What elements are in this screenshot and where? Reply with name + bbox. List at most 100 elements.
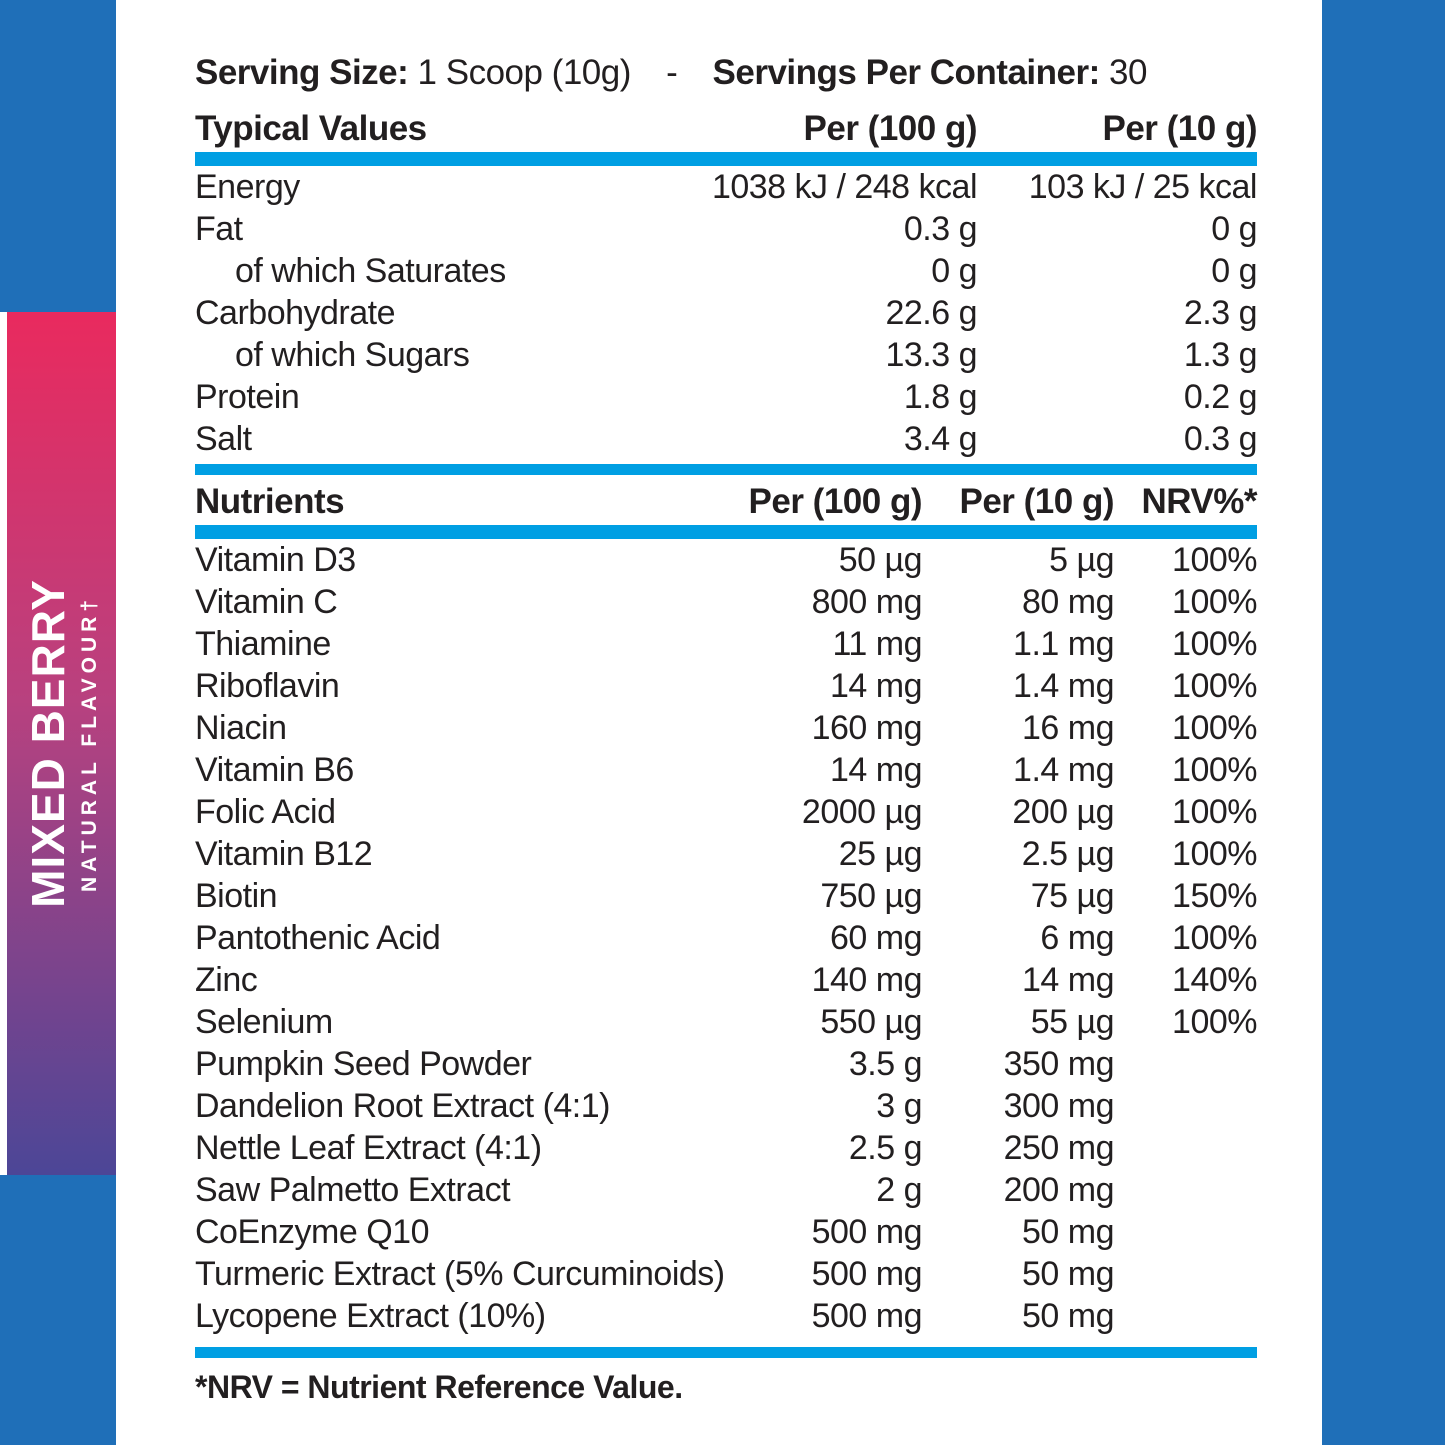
row-label: Vitamin D3 (195, 541, 356, 579)
nutrition-panel: Serving Size: 1 Scoop (10g) - Servings P… (195, 0, 1258, 1408)
row-label: Thiamine (195, 625, 331, 663)
row-per100: 13.3 g (885, 336, 977, 374)
typical-values-header: Typical Values Per (100 g) Per (10 g) (195, 108, 1258, 150)
row-label: Lycopene Extract (10%) (195, 1297, 546, 1335)
row-per10: 300 mg (1003, 1087, 1115, 1125)
row-label: Pumpkin Seed Powder (195, 1045, 532, 1083)
typical-values-title: Typical Values (195, 109, 427, 148)
serving-info-line: Serving Size: 1 Scoop (10g) - Servings P… (195, 52, 1257, 94)
row-per100: 14 mg (830, 751, 923, 789)
nutrient-row: Selenium 550 µg 55 µg 100% (195, 1001, 1258, 1043)
row-per100: 500 mg (811, 1255, 923, 1293)
row-label: Vitamin C (195, 583, 338, 621)
typical-values-row: of which Sugars 13.3 g 1.3 g (195, 334, 1258, 376)
row-label: Protein (195, 378, 300, 416)
row-per10: 0 g (1211, 252, 1257, 290)
row-per100: 500 mg (811, 1297, 923, 1335)
row-nrv: 140% (1172, 961, 1257, 999)
typical-values-row: of which Saturates 0 g 0 g (195, 250, 1258, 292)
row-per10: 6 mg (1040, 919, 1114, 957)
row-per100: 0.3 g (903, 210, 978, 248)
row-per10: 200 µg (1012, 793, 1114, 831)
row-nrv (1114, 1127, 1257, 1169)
divider-bar (195, 464, 1257, 475)
row-per10: 0.2 g (1183, 378, 1258, 416)
row-per10: 2.5 µg (1021, 835, 1115, 873)
row-label: of which Saturates (235, 252, 506, 290)
nutrient-row: Vitamin B12 25 µg 2.5 µg 100% (195, 833, 1258, 875)
row-per10: 50 mg (1022, 1213, 1115, 1251)
row-nrv: 100% (1172, 835, 1257, 873)
row-per10: 50 mg (1022, 1297, 1115, 1335)
serving-size-value: 1 Scoop (10g) (417, 53, 632, 92)
row-nrv (1114, 1253, 1257, 1295)
row-label: Niacin (195, 709, 287, 747)
nutrient-row: Niacin 160 mg 16 mg 100% (195, 707, 1258, 749)
row-per10: 80 mg (1022, 583, 1115, 621)
row-per100: 1.8 g (903, 378, 978, 416)
nutrient-row: Pumpkin Seed Powder 3.5 g 350 mg (195, 1043, 1257, 1085)
row-per100: 50 µg (838, 541, 923, 579)
row-nrv (1114, 1085, 1257, 1127)
row-per100: 11 mg (832, 625, 923, 663)
row-nrv: 150% (1172, 877, 1257, 915)
nutrients-rows: Vitamin D3 50 µg 5 µg 100% Vitamin C 800 mg 80… (195, 539, 1258, 1337)
row-nrv: 100% (1172, 1003, 1257, 1041)
row-label: Folic Acid (195, 793, 336, 831)
row-nrv: 100% (1172, 919, 1257, 957)
flavour-banner: MIXED BERRY NATURAL FLAVOUR† (7, 312, 116, 1175)
row-label: Riboflavin (195, 667, 340, 705)
typical-values-row: Energy 1038 kJ / 248 kcal 103 kJ / 25 kcal (195, 166, 1258, 208)
row-per100: 800 mg (811, 583, 923, 621)
flavour-banner-area: MIXED BERRY NATURAL FLAVOUR† (0, 312, 116, 1175)
row-per100: 550 µg (820, 1003, 922, 1041)
row-nrv: 100% (1172, 751, 1257, 789)
row-per100: 750 µg (820, 877, 922, 915)
row-label: Biotin (195, 877, 278, 915)
row-nrv: 100% (1172, 541, 1257, 579)
nutrient-row: Riboflavin 14 mg 1.4 mg 100% (195, 665, 1258, 707)
row-per100: 0 g (931, 252, 977, 290)
flavour-banner-rotated-text: MIXED BERRY NATURAL FLAVOUR† (7, 312, 116, 1175)
row-per10: 14 mg (1022, 961, 1115, 999)
row-label: Selenium (195, 1003, 333, 1041)
divider-bar (195, 1347, 1257, 1358)
row-label: Vitamin B12 (195, 835, 373, 873)
row-nrv (1114, 1169, 1257, 1211)
serving-size-label: Serving Size: (195, 53, 409, 92)
row-label: Vitamin B6 (195, 751, 354, 789)
row-per100: 2.5 g (848, 1129, 923, 1167)
typical-values-col-per100: Per (100 g) (803, 109, 978, 148)
row-label: Energy (195, 168, 300, 206)
nutrient-row: Nettle Leaf Extract (4:1) 2.5 g 250 mg (195, 1127, 1257, 1169)
row-per10: 5 µg (1049, 541, 1114, 579)
row-nrv (1114, 1043, 1257, 1085)
row-label: Carbohydrate (195, 294, 396, 332)
row-label: Dandelion Root Extract (4:1) (195, 1087, 610, 1125)
nutrients-col-nrv: NRV%* (1141, 482, 1257, 521)
row-per100: 25 µg (838, 835, 923, 873)
row-per100: 3.4 g (903, 420, 978, 458)
divider-bar (195, 525, 1257, 539)
row-label: Turmeric Extract (5% Curcuminoids) (195, 1255, 725, 1293)
row-per10: 1.1 mg (1013, 625, 1114, 663)
row-label: of which Sugars (235, 336, 470, 374)
nutrient-row: Lycopene Extract (10%) 500 mg 50 mg (195, 1295, 1257, 1337)
serving-separator: - (666, 53, 678, 92)
row-per100: 160 mg (811, 709, 923, 747)
row-per100: 500 mg (811, 1213, 923, 1251)
row-per100: 22.6 g (885, 294, 977, 332)
row-per10: 1.4 mg (1013, 751, 1114, 789)
row-per10: 1.4 mg (1013, 667, 1114, 705)
nutrient-row: Vitamin C 800 mg 80 mg 100% (195, 581, 1258, 623)
typical-values-row: Fat 0.3 g 0 g (195, 208, 1258, 250)
nutrient-row: Thiamine 11 mg 1.1 mg 100% (195, 623, 1258, 665)
row-per10: 103 kJ / 25 kcal (1028, 168, 1258, 206)
row-nrv: 100% (1172, 709, 1257, 747)
nutrient-row: Pantothenic Acid 60 mg 6 mg 100% (195, 917, 1258, 959)
row-per10: 350 mg (1003, 1045, 1115, 1083)
nutrient-row: Saw Palmetto Extract 2 g 200 mg (195, 1169, 1257, 1211)
row-nrv (1114, 1211, 1257, 1253)
nutrient-row: CoEnzyme Q10 500 mg 50 mg (195, 1211, 1257, 1253)
nutrients-col-per100: Per (100 g) (748, 482, 923, 521)
